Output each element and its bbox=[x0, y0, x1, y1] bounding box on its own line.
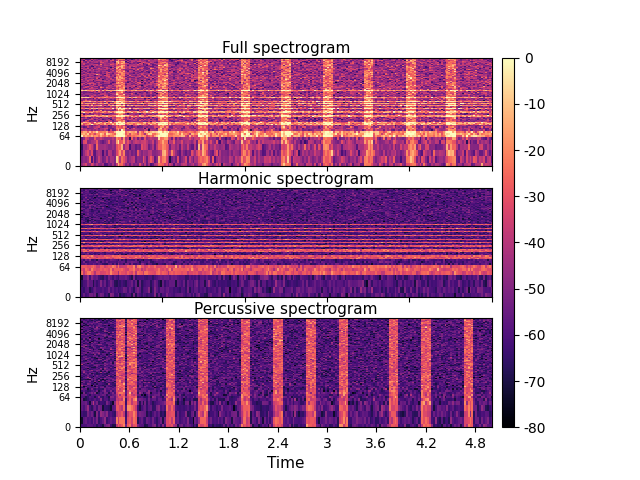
Title: Harmonic spectrogram: Harmonic spectrogram bbox=[198, 172, 374, 187]
Y-axis label: Hz: Hz bbox=[26, 364, 40, 382]
Title: Full spectrogram: Full spectrogram bbox=[221, 41, 350, 57]
X-axis label: Time: Time bbox=[267, 456, 305, 471]
Title: Percussive spectrogram: Percussive spectrogram bbox=[194, 302, 378, 317]
Y-axis label: Hz: Hz bbox=[26, 234, 40, 251]
Y-axis label: Hz: Hz bbox=[26, 103, 40, 121]
